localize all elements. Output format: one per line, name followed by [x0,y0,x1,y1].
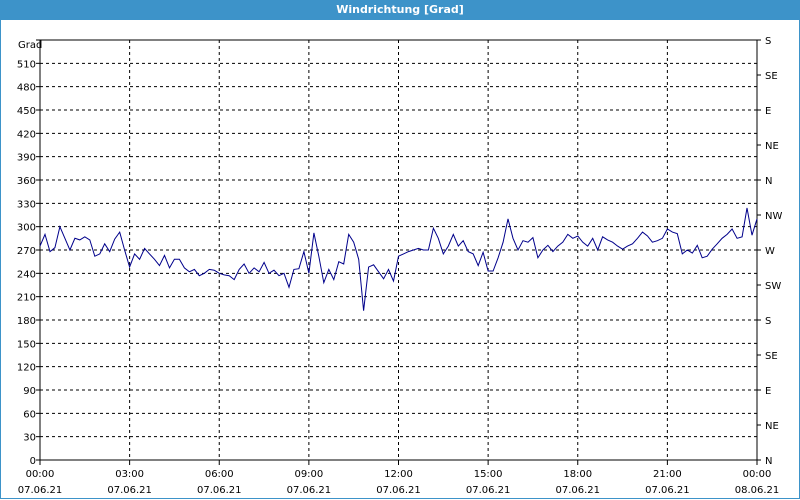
x-tick-time: 09:00 [294,469,323,480]
window-title: Windrichtung [Grad] [0,0,800,20]
right-tick-label: SE [765,351,778,362]
x-tick-time: 12:00 [384,469,413,480]
right-tick-label: S [765,316,771,327]
right-tick-label: W [765,246,775,257]
y-tick-label: 180 [17,316,36,327]
x-tick-date: 07.06.21 [466,485,511,496]
y-axis-label: Grad [18,40,42,51]
x-tick-time: 18:00 [563,469,592,480]
y-tick-label: 390 [17,153,36,164]
y-tick-label: 90 [23,386,36,397]
y-tick-label: 270 [17,246,36,257]
y-tick-label: 420 [17,129,36,140]
wind-direction-line [39,207,758,311]
y-tick-label: 300 [17,223,36,234]
y-tick-label: 480 [17,83,36,94]
x-tick-time: 03:00 [115,469,144,480]
right-tick-label: SE [765,71,778,82]
y-tick-label: 60 [23,409,36,420]
y-tick-label: 330 [17,199,36,210]
right-tick-label: N [765,176,772,187]
y-tick-label: 0 [30,456,36,467]
right-tick-label: SW [765,281,781,292]
right-tick-label: NE [765,141,779,152]
x-tick-date: 07.06.21 [376,485,421,496]
x-tick-time: 00:00 [743,469,772,480]
right-tick-label: NE [765,421,779,432]
x-tick-date: 08.06.21 [735,485,780,496]
right-tick-label: E [765,386,771,397]
right-tick-label: S [765,36,771,47]
x-tick-time: 06:00 [205,469,234,480]
y-tick-label: 150 [17,339,36,350]
axes: 0 30 60 90 120 150 180 210 240 270 300 330 360 390 420… [17,36,783,496]
y-tick-label: 510 [17,59,36,70]
y-tick-label: 120 [17,363,36,374]
x-tick-date: 07.06.21 [197,485,242,496]
x-tick-date: 07.06.21 [645,485,690,496]
right-tick-label: E [765,106,771,117]
y-tick-label: 240 [17,269,36,280]
x-tick-date: 07.06.21 [107,485,152,496]
x-tick-date: 07.06.21 [287,485,332,496]
grid [40,40,757,460]
y-tick-label: 450 [17,106,36,117]
right-tick-label: NW [765,211,782,222]
y-tick-label: 30 [23,433,36,444]
x-tick-time: 15:00 [474,469,503,480]
x-tick-time: 00:00 [26,469,55,480]
x-tick-time: 21:00 [653,469,682,480]
x-tick-date: 07.06.21 [18,485,63,496]
y-tick-label: 360 [17,176,36,187]
x-tick-date: 07.06.21 [555,485,600,496]
right-tick-label: N [765,456,772,467]
y-tick-label: 210 [17,293,36,304]
